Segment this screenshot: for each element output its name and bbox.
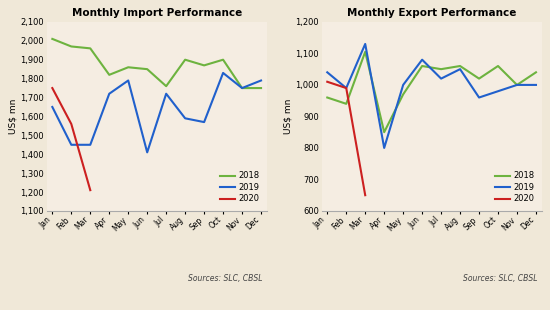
2018 (457, 64, 464, 68)
2019 (68, 143, 75, 147)
2018 (514, 83, 520, 87)
2018 (239, 86, 245, 90)
2018 (476, 77, 482, 81)
2020 (49, 86, 56, 90)
Text: Sources: SLC, CBSL: Sources: SLC, CBSL (463, 274, 537, 283)
Y-axis label: US$ mn: US$ mn (283, 99, 293, 134)
2019 (163, 92, 169, 95)
2019 (514, 83, 520, 87)
2019 (87, 143, 94, 147)
2018 (495, 64, 502, 68)
2018 (381, 130, 388, 134)
Legend: 2018, 2019, 2020: 2018, 2019, 2020 (217, 168, 262, 207)
2018 (258, 86, 265, 90)
2019 (49, 105, 56, 109)
2020 (68, 122, 75, 126)
Line: 2019: 2019 (52, 73, 261, 152)
2018 (438, 67, 444, 71)
2018 (324, 96, 331, 100)
2019 (125, 79, 131, 82)
Line: 2020: 2020 (327, 82, 365, 195)
Title: Monthly Export Performance: Monthly Export Performance (347, 8, 516, 18)
2020 (362, 193, 369, 197)
2018 (87, 46, 94, 50)
2019 (201, 120, 207, 124)
2020 (324, 80, 331, 84)
Text: Sources: SLC, CBSL: Sources: SLC, CBSL (188, 274, 262, 283)
Line: 2020: 2020 (52, 88, 90, 190)
2018 (144, 67, 151, 71)
2019 (400, 83, 406, 87)
2018 (49, 37, 56, 41)
2019 (239, 86, 245, 90)
2019 (381, 146, 388, 150)
2019 (495, 89, 502, 93)
2018 (419, 64, 426, 68)
2018 (125, 65, 131, 69)
2019 (258, 79, 265, 82)
2018 (220, 58, 227, 62)
2019 (324, 70, 331, 74)
2018 (201, 64, 207, 67)
2019 (532, 83, 539, 87)
2018 (532, 70, 539, 74)
2019 (419, 58, 426, 62)
2019 (106, 92, 113, 95)
2019 (343, 86, 350, 90)
Y-axis label: US$ mn: US$ mn (8, 99, 18, 134)
2019 (220, 71, 227, 75)
2019 (438, 77, 444, 81)
Line: 2019: 2019 (327, 44, 536, 148)
2019 (362, 42, 369, 46)
2018 (182, 58, 189, 62)
2020 (343, 86, 350, 90)
2018 (68, 45, 75, 48)
2018 (362, 50, 369, 54)
2018 (163, 84, 169, 88)
2019 (476, 96, 482, 100)
2018 (400, 92, 406, 96)
2019 (457, 67, 464, 71)
Legend: 2018, 2019, 2020: 2018, 2019, 2020 (491, 168, 537, 207)
2018 (106, 73, 113, 77)
Title: Monthly Import Performance: Monthly Import Performance (72, 8, 242, 18)
Line: 2018: 2018 (327, 52, 536, 132)
2020 (87, 188, 94, 192)
2019 (182, 117, 189, 120)
2019 (144, 150, 151, 154)
2018 (343, 102, 350, 106)
Line: 2018: 2018 (52, 39, 261, 88)
